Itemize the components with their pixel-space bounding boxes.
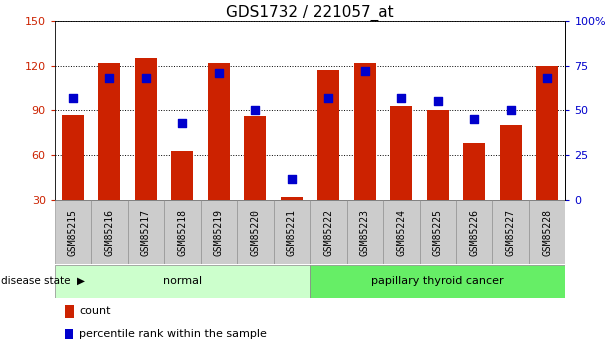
Bar	[317, 70, 339, 200]
Text: GSM85227: GSM85227	[506, 208, 516, 256]
Text: GSM85220: GSM85220	[250, 208, 260, 256]
Text: GSM85228: GSM85228	[542, 208, 552, 256]
Bar	[62, 115, 84, 200]
Point	[469, 117, 479, 122]
FancyBboxPatch shape	[55, 200, 91, 264]
Point	[433, 99, 443, 104]
FancyBboxPatch shape	[347, 200, 383, 264]
FancyBboxPatch shape	[55, 265, 310, 298]
Bar	[98, 62, 120, 200]
Bar	[171, 151, 193, 200]
Bar	[463, 143, 485, 200]
Text: GSM85215: GSM85215	[68, 208, 78, 256]
Point	[287, 176, 297, 181]
FancyBboxPatch shape	[383, 200, 420, 264]
FancyBboxPatch shape	[420, 200, 456, 264]
FancyBboxPatch shape	[492, 200, 529, 264]
FancyBboxPatch shape	[274, 200, 310, 264]
Text: GSM85217: GSM85217	[141, 208, 151, 256]
Text: GSM85218: GSM85218	[178, 208, 187, 256]
Point	[141, 75, 151, 81]
Text: GSM85219: GSM85219	[214, 208, 224, 256]
Text: GSM85223: GSM85223	[360, 208, 370, 256]
Text: count: count	[79, 306, 111, 316]
Point	[323, 95, 333, 101]
Point	[214, 70, 224, 76]
FancyBboxPatch shape	[91, 200, 128, 264]
Bar	[390, 106, 412, 200]
Bar	[536, 66, 558, 200]
Bar	[244, 116, 266, 200]
Point	[250, 108, 260, 113]
Point	[506, 108, 516, 113]
FancyBboxPatch shape	[128, 200, 164, 264]
Point	[542, 75, 552, 81]
Bar	[427, 110, 449, 200]
Text: GSM85216: GSM85216	[105, 208, 114, 256]
FancyBboxPatch shape	[201, 200, 237, 264]
FancyBboxPatch shape	[456, 200, 492, 264]
Text: GSM85226: GSM85226	[469, 208, 479, 256]
Bar	[500, 125, 522, 200]
Text: GSM85224: GSM85224	[396, 208, 406, 256]
Bar	[208, 62, 230, 200]
Bar	[354, 62, 376, 200]
Point	[360, 68, 370, 74]
Text: disease state  ▶: disease state ▶	[1, 276, 85, 286]
FancyBboxPatch shape	[310, 200, 347, 264]
FancyBboxPatch shape	[164, 200, 201, 264]
Text: normal: normal	[163, 276, 202, 286]
Text: GSM85221: GSM85221	[287, 208, 297, 256]
Text: GSM85222: GSM85222	[323, 208, 333, 256]
Bar	[65, 305, 74, 318]
Text: GSM85225: GSM85225	[433, 208, 443, 256]
Point	[396, 95, 406, 101]
Bar	[65, 329, 73, 339]
Point	[105, 75, 114, 81]
FancyBboxPatch shape	[310, 265, 565, 298]
FancyBboxPatch shape	[237, 200, 274, 264]
Text: percentile rank within the sample: percentile rank within the sample	[79, 329, 267, 339]
Bar	[281, 197, 303, 200]
Title: GDS1732 / 221057_at: GDS1732 / 221057_at	[226, 4, 394, 21]
Point	[178, 120, 187, 126]
FancyBboxPatch shape	[529, 200, 565, 264]
Bar	[135, 58, 157, 200]
Point	[68, 95, 78, 101]
Text: papillary thyroid cancer: papillary thyroid cancer	[371, 276, 504, 286]
